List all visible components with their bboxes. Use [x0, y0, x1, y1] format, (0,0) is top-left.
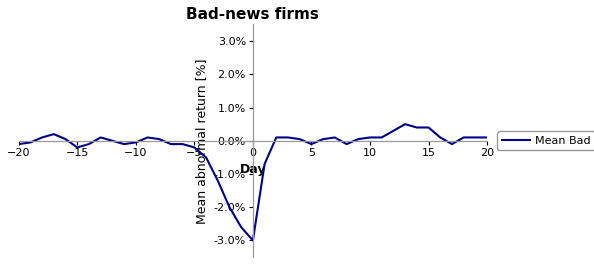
Mean Bad [273, 136, 280, 139]
Mean Bad [168, 143, 175, 146]
Y-axis label: Mean abnormal return [%]: Mean abnormal return [%] [195, 58, 208, 224]
Mean Bad [226, 206, 233, 209]
Mean Bad [261, 162, 268, 166]
Mean Bad [109, 139, 116, 142]
Mean Bad [355, 138, 362, 141]
Mean Bad [121, 143, 128, 146]
Mean Bad [366, 136, 374, 139]
Mean Bad [402, 122, 409, 126]
Mean Bad [62, 138, 69, 141]
Mean Bad [15, 143, 22, 146]
Mean Bad [97, 136, 104, 139]
Mean Bad [390, 129, 397, 132]
Mean Bad [378, 136, 386, 139]
Mean Bad [27, 141, 34, 144]
Mean Bad [86, 143, 93, 146]
Mean Bad [343, 143, 350, 146]
Mean Bad [484, 136, 491, 139]
Mean Bad [331, 136, 339, 139]
Mean Bad [460, 136, 467, 139]
Mean Bad [472, 136, 479, 139]
Mean Bad [308, 143, 315, 146]
Title: Bad-news firms: Bad-news firms [187, 7, 320, 22]
Mean Bad [285, 136, 292, 139]
Mean Bad [249, 239, 257, 242]
Legend: Mean Bad: Mean Bad [497, 131, 594, 150]
Mean Bad [50, 133, 58, 136]
Mean Bad [413, 126, 421, 129]
Mean Bad [214, 179, 222, 182]
Mean Bad [203, 156, 210, 159]
Mean Bad [156, 138, 163, 141]
Mean Bad [144, 136, 151, 139]
Mean Bad [238, 225, 245, 229]
Mean Bad [448, 143, 456, 146]
Mean Bad [296, 138, 304, 141]
Mean Bad [74, 146, 81, 149]
Mean Bad [320, 138, 327, 141]
Mean Bad [425, 126, 432, 129]
Mean Bad [437, 136, 444, 139]
Mean Bad [39, 136, 46, 139]
Line: Mean Bad: Mean Bad [18, 124, 487, 241]
X-axis label: Day: Day [239, 163, 266, 176]
Mean Bad [191, 146, 198, 149]
Mean Bad [132, 141, 140, 144]
Mean Bad [179, 143, 186, 146]
